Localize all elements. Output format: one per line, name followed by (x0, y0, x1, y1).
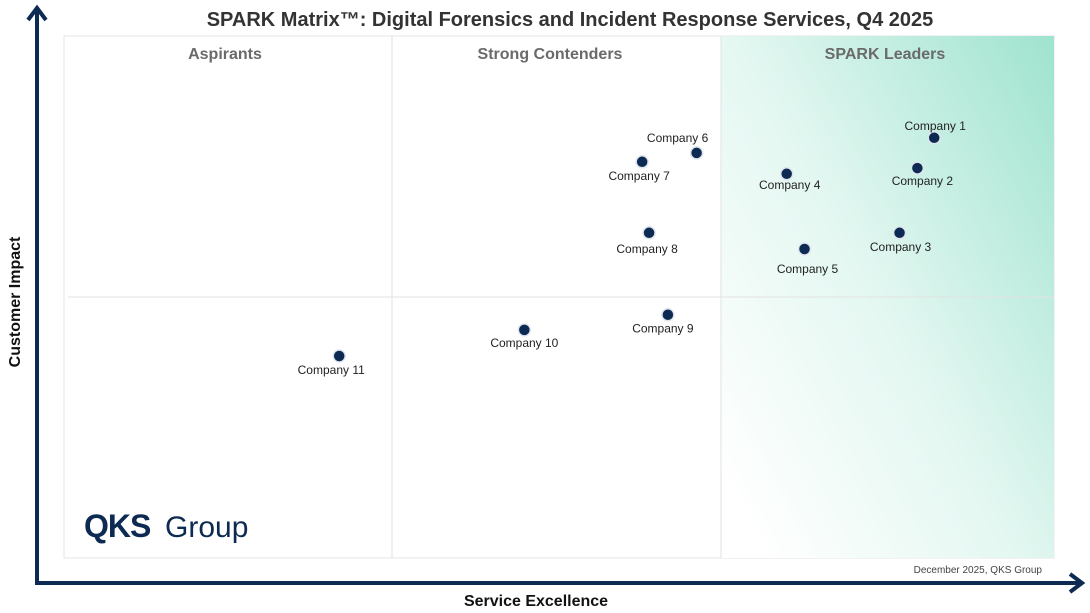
x-axis (35, 572, 1086, 594)
data-point-label: Company 9 (632, 322, 694, 336)
chart-title: SPARK Matrix™: Digital Forensics and Inc… (207, 9, 934, 31)
x-axis-label: Service Excellence (464, 593, 608, 610)
data-point (332, 349, 346, 363)
quadrant-spark-leaders: SPARK Leaders (825, 46, 946, 63)
data-point-label: Company 6 (647, 131, 709, 145)
y-axis-label: Customer Impact (7, 236, 24, 367)
data-points: Company 1 Company 2 Company 3 Company 4 Comp… (298, 119, 967, 377)
quadrant-strong-contenders: Strong Contenders (478, 46, 623, 63)
data-point-label: Company 1 (905, 119, 967, 133)
logo-bold: QKS (84, 508, 151, 544)
data-point (797, 242, 812, 256)
data-point-label: Company 8 (616, 242, 678, 256)
data-point-label: Company 5 (777, 262, 839, 276)
data-point (661, 307, 675, 322)
data-point (910, 161, 925, 175)
y-axis (26, 4, 48, 585)
data-point (892, 226, 907, 240)
data-point-label: Company 7 (608, 169, 670, 183)
data-point (642, 226, 656, 240)
logo-light: Group (165, 511, 248, 544)
data-point-label: Company 3 (870, 240, 932, 254)
data-point (927, 131, 941, 145)
qks-logo: QKS Group (84, 508, 248, 544)
data-point (779, 167, 794, 181)
quadrant-aspirants: Aspirants (188, 46, 262, 63)
data-point (635, 155, 649, 169)
footnote: December 2025, QKS Group (914, 565, 1043, 576)
data-point-label: Company 10 (490, 336, 558, 350)
data-point-label: Company 4 (759, 178, 821, 192)
data-point (517, 323, 532, 337)
data-point-label: Company 2 (892, 174, 954, 188)
data-point-label: Company 11 (298, 363, 365, 377)
data-point (689, 146, 704, 160)
